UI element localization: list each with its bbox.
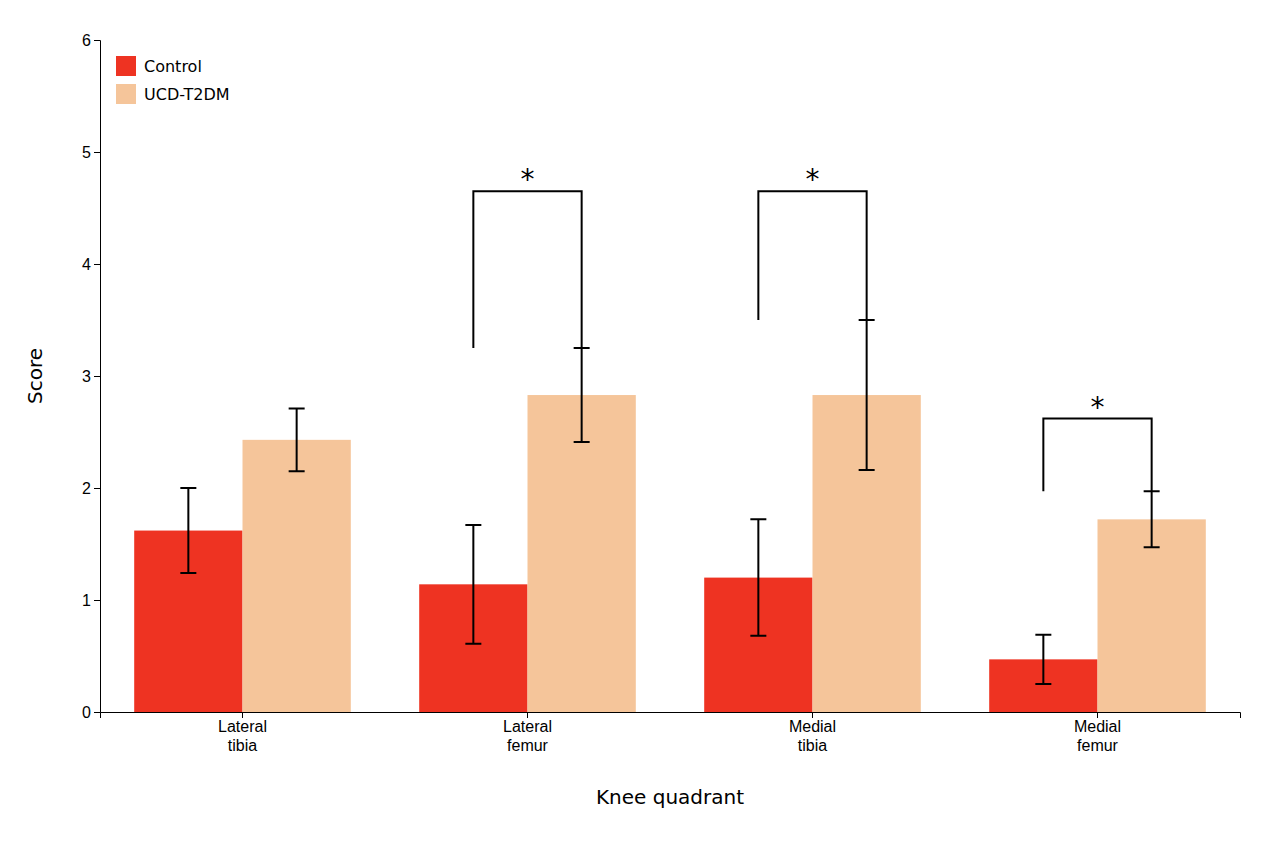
y-tick-label: 6: [82, 32, 91, 49]
y-tick: 5: [82, 144, 100, 161]
x-tick-label: Lateral femur: [503, 718, 552, 753]
legend-label: Control: [144, 57, 202, 76]
significance-label: *: [806, 163, 820, 196]
error-bar: [859, 320, 875, 470]
plot-area: 0 1 2 3 4 5 6 Lateral tibia Lateral femur Medial tib…: [23, 32, 1241, 809]
y-tick-mark: [94, 712, 100, 713]
y-tick: 3: [82, 368, 100, 385]
y-tick-mark: [94, 376, 100, 377]
error-bar: [1144, 491, 1160, 547]
chart-svg: 0 1 2 3 4 5 6 Lateral tibia Lateral femur Medial tib…: [0, 0, 1280, 842]
legend-label: UCD-T2DM: [144, 85, 230, 104]
error-bar: [180, 488, 196, 573]
significance-bracket: [473, 191, 581, 348]
x-tick: Medial tibia: [789, 712, 836, 754]
y-tick-mark: [94, 152, 100, 153]
x-tick-label-line: tibia: [228, 737, 257, 754]
legend-item: UCD-T2DM: [116, 84, 230, 104]
legend-swatch: [116, 84, 136, 104]
y-tick: 1: [82, 592, 100, 609]
series: [243, 320, 1206, 712]
y-tick: 4: [82, 256, 100, 273]
error-bar: [574, 348, 590, 442]
bar: [243, 440, 351, 712]
x-tick-label: Medial tibia: [789, 718, 836, 753]
y-tick-label: 1: [82, 592, 91, 609]
legend-item: Control: [116, 56, 202, 76]
significance-bracket: [758, 191, 866, 320]
x-tick-label-line: Medial: [789, 718, 836, 735]
y-tick-label: 2: [82, 480, 91, 497]
x-axis-title: Knee quadrant: [596, 785, 744, 809]
error-bar: [1035, 635, 1051, 684]
error-bar: [289, 408, 305, 471]
y-axis-title: Score: [23, 348, 47, 404]
x-tick-label-line: femur: [507, 737, 549, 754]
error-bar: [465, 525, 481, 644]
x-tick-label-line: Lateral: [503, 718, 552, 735]
x-tick-mark: [1097, 712, 1098, 718]
significance-label: *: [1091, 391, 1105, 424]
y-tick-label: 3: [82, 368, 91, 385]
x-tick: Lateral tibia: [218, 712, 267, 754]
significance-label: *: [521, 163, 535, 196]
y-tick: 2: [82, 480, 100, 497]
x-tick-mark: [242, 712, 243, 718]
y-tick-mark: [94, 488, 100, 489]
legend: Control UCD-T2DM: [116, 56, 230, 104]
x-axis-line: [101, 713, 1241, 719]
x-tick-label-line: Lateral: [218, 718, 267, 735]
x-tick-label: Medial femur: [1074, 718, 1121, 753]
x-tick: Lateral femur: [503, 712, 552, 754]
x-axis: LateraltibiaLateralfemurMedialtibiaMedia…: [101, 712, 1241, 754]
x-tick-label: Lateral tibia: [218, 718, 267, 753]
x-tick-label-line: tibia: [798, 737, 827, 754]
marks: [134, 191, 1206, 712]
significance-bracket: [1043, 419, 1151, 492]
annotations: * * *: [521, 163, 1105, 423]
y-tick-label: 4: [82, 256, 91, 273]
y-tick: 0: [82, 704, 100, 721]
x-tick: Medial femur: [1074, 712, 1121, 754]
x-tick-mark: [812, 712, 813, 718]
x-tick-label-line: Medial: [1074, 718, 1121, 735]
y-tick: 6: [82, 32, 100, 49]
x-tick-mark: [527, 712, 528, 718]
y-tick-mark: [94, 264, 100, 265]
error-bar: [750, 519, 766, 635]
y-tick-label: 5: [82, 144, 91, 161]
y-tick-label: 0: [82, 704, 91, 721]
y-tick-mark: [94, 40, 100, 41]
x-tick-label-line: femur: [1077, 737, 1119, 754]
legend-swatch: [116, 56, 136, 76]
y-axis-line: [94, 41, 101, 713]
y-tick-mark: [94, 600, 100, 601]
y-axis: 0 1 2 3 4 5 6: [82, 32, 100, 721]
